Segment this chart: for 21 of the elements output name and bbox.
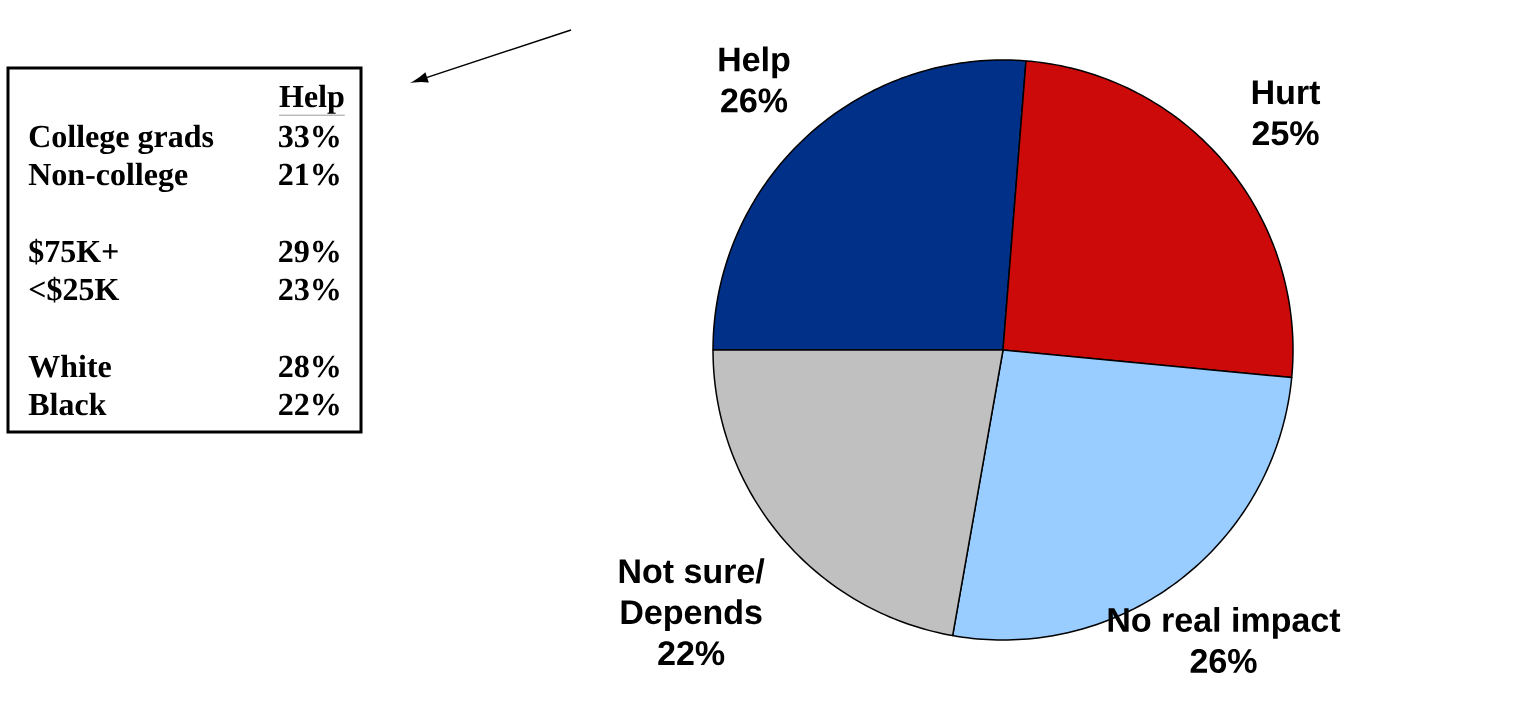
slice-label: Not sure/ Depends (619, 558, 765, 631)
text: 22% (279, 393, 339, 416)
text: 28% (279, 355, 339, 378)
text: 33% (279, 125, 339, 148)
text: Black (28, 392, 107, 416)
text: <$25K (29, 276, 120, 303)
text: 29% (279, 240, 339, 263)
data-label: 26% (721, 88, 788, 113)
text: 23% (279, 278, 339, 301)
text: Help (279, 84, 344, 114)
data-label: 25% (1252, 121, 1319, 146)
text: College grads (29, 124, 214, 155)
slice-label: No real impact (1108, 607, 1341, 639)
slice-label: Hurt (1252, 80, 1321, 105)
text: 21% (279, 163, 339, 186)
data-label: 22% (658, 641, 725, 666)
slice-label: Help (719, 46, 790, 79)
text: Non-college (28, 162, 188, 193)
text: White (28, 354, 111, 378)
data-label: 26% (1190, 648, 1257, 674)
text: $75K+ (29, 238, 118, 265)
